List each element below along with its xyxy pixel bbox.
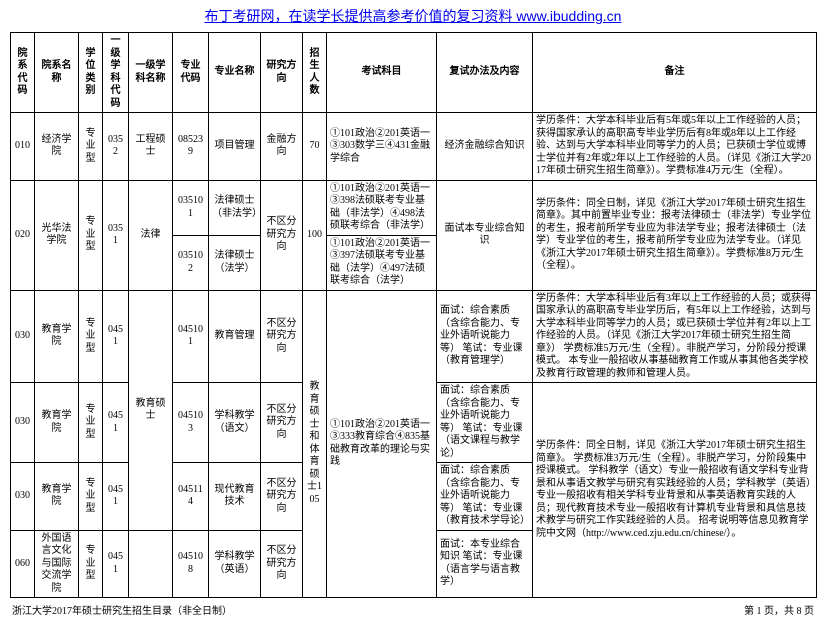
cell: 不区分研究方向	[261, 290, 303, 383]
footer-left: 浙江大学2017年硕士研究生招生目录（非全日制）	[12, 602, 232, 617]
table-row: 030 教育学院 专业型 0451 教育硕士 045101 教育管理 不区分研究…	[11, 290, 817, 383]
cell: ①101政治②201英语一③333教育综合④835基础教育改革的理论与实践	[327, 290, 437, 598]
cell: 学历条件：大学本科毕业后有3年以上工作经验的人员；或获得国家承认的高职高专毕业学…	[533, 290, 817, 383]
th-dept-name: 院系名称	[35, 33, 79, 113]
cell: ①101政治②201英语一③398法硕联考专业基础（非法学）④498法硕联考综合…	[327, 180, 437, 235]
cell: 外国语言文化与国际交流学院	[35, 530, 79, 598]
cell: 面试本专业综合知识	[437, 180, 533, 290]
cell: 专业型	[79, 290, 103, 383]
th-maj-code: 专业代码	[173, 33, 209, 113]
cell: 工程硕士	[129, 113, 173, 181]
page-footer: 浙江大学2017年硕士研究生招生目录（非全日制） 第 1 页，共 8 页	[10, 598, 816, 617]
cell: 0351	[103, 180, 129, 290]
cell: 面试：综合素质（含综合能力、专业外语听说能力等） 笔试：专业课（语文课程与教学论…	[437, 383, 533, 463]
cell: 045103	[173, 383, 209, 463]
cell: 不区分研究方向	[261, 463, 303, 531]
cell: 085239	[173, 113, 209, 181]
th-disc-name: 一级学科名称	[129, 33, 173, 113]
cell: 045101	[173, 290, 209, 383]
cell: 学科教学（语文）	[209, 383, 261, 463]
cell: 教育学院	[35, 290, 79, 383]
cell: 面试：综合素质（含综合能力、专业外语听说能力等） 笔试：专业课（教育技术学导论）	[437, 463, 533, 531]
cell: 045108	[173, 530, 209, 598]
cell: 金融方向	[261, 113, 303, 181]
cell: 030	[11, 463, 35, 531]
cell: 专业型	[79, 530, 103, 598]
table-row: 020 光华法学院 专业型 0351 法律 035101 法律硕士（非法学） 不…	[11, 180, 817, 235]
cell: 020	[11, 180, 35, 290]
cell: 0451	[103, 530, 129, 598]
cell: 100	[303, 180, 327, 290]
cell: 不区分研究方向	[261, 530, 303, 598]
cell: 经济金融综合知识	[437, 113, 533, 181]
cell: 面试：综合素质（含综合能力、专业外语听说能力等） 笔试：专业课（教育管理学）	[437, 290, 533, 383]
cell: ①101政治②201英语一③397法硕联考专业基础（法学）④497法硕联考综合（…	[327, 235, 437, 290]
cell: 学历条件：大学本科毕业后有5年或5年以上工作经验的人员；获得国家承认的高职高专毕…	[533, 113, 817, 181]
footer-right: 第 1 页，共 8 页	[744, 602, 814, 617]
cell: 学科教学（英语）	[209, 530, 261, 598]
cell: 专业型	[79, 180, 103, 290]
th-disc-code: 一级学科代码	[103, 33, 129, 113]
cell: 面试：本专业综合知识 笔试：专业课（语言学与语言教学）	[437, 530, 533, 598]
cell: 现代教育技术	[209, 463, 261, 531]
cell: 法律硕士（法学）	[209, 235, 261, 290]
cell: 70	[303, 113, 327, 181]
cell: 0451	[103, 290, 129, 383]
cell: 035101	[173, 180, 209, 235]
th-retest: 复试办法及内容	[437, 33, 533, 113]
header-row: 院系代码 院系名称 学位类别 一级学科代码 一级学科名称 专业代码 专业名称 研…	[11, 33, 817, 113]
table-row: 010 经济学院 专业型 0352 工程硕士 085239 项目管理 金融方向 …	[11, 113, 817, 181]
th-direction: 研究方向	[261, 33, 303, 113]
cell: 060	[11, 530, 35, 598]
cell: 0352	[103, 113, 129, 181]
th-note: 备注	[533, 33, 817, 113]
cell: 0451	[103, 383, 129, 463]
cell: 不区分研究方向	[261, 383, 303, 463]
cell: 学历条件：同全日制，详见《浙江大学2017年硕士研究生招生简章》。 学费标准3万…	[533, 383, 817, 598]
cell: 项目管理	[209, 113, 261, 181]
cell: 法律硕士（非法学）	[209, 180, 261, 235]
th-dept-code: 院系代码	[11, 33, 35, 113]
cell: 学历条件：同全日制，详见《浙江大学2017年硕士研究生招生简章》。其中前置毕业专…	[533, 180, 817, 290]
cell: ①101政治②201英语一③303数学三④431金融学综合	[327, 113, 437, 181]
cell: 教育学院	[35, 463, 79, 531]
cell: 教育硕士和体育硕士105	[303, 290, 327, 598]
cell: 教育硕士	[129, 290, 173, 530]
cell: 专业型	[79, 113, 103, 181]
cell: 不区分研究方向	[261, 180, 303, 290]
cell: 045114	[173, 463, 209, 531]
cell: 035102	[173, 235, 209, 290]
cell: 教育学院	[35, 383, 79, 463]
cell: 专业型	[79, 383, 103, 463]
catalog-table: 院系代码 院系名称 学位类别 一级学科代码 一级学科名称 专业代码 专业名称 研…	[10, 32, 817, 598]
th-degree-type: 学位类别	[79, 33, 103, 113]
cell: 0451	[103, 463, 129, 531]
th-exam: 考试科目	[327, 33, 437, 113]
cell: 经济学院	[35, 113, 79, 181]
cell: 010	[11, 113, 35, 181]
cell: 030	[11, 290, 35, 383]
th-enroll: 招生人数	[303, 33, 327, 113]
cell: 法律	[129, 180, 173, 290]
top-banner-link[interactable]: 布丁考研网，在读学长提供高参考价值的复习资料 www.ibudding.cn	[10, 4, 816, 32]
cell: 光华法学院	[35, 180, 79, 290]
cell	[129, 530, 173, 598]
cell: 教育管理	[209, 290, 261, 383]
th-maj-name: 专业名称	[209, 33, 261, 113]
cell: 专业型	[79, 463, 103, 531]
cell: 030	[11, 383, 35, 463]
